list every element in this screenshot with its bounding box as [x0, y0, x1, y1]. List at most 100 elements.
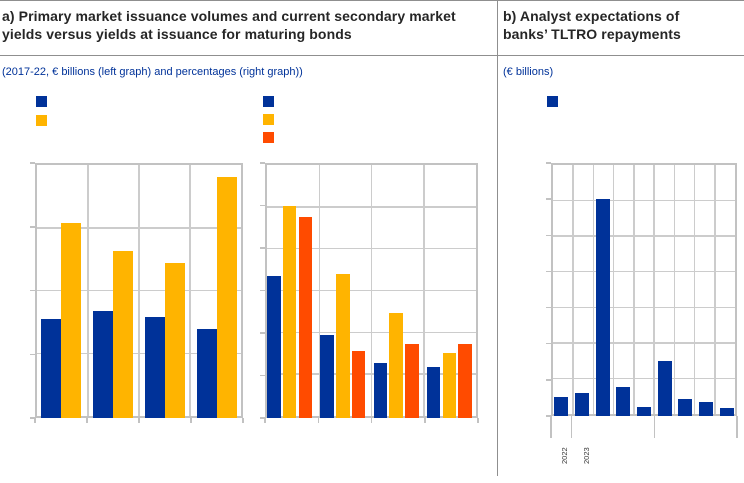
bar: [574, 393, 589, 416]
x-axis-tick: [424, 418, 426, 423]
x-axis-year-label: 2022: [560, 447, 569, 464]
x-axis-tick: [86, 418, 88, 423]
gridline-vertical: [653, 165, 655, 414]
legend-item: [263, 132, 279, 143]
gridline-vertical: [633, 165, 635, 414]
gridline-vertical: [318, 165, 320, 416]
legend-swatch: [36, 96, 47, 107]
bar: [267, 276, 281, 418]
gridline-vertical: [189, 165, 191, 416]
y-axis-tick: [260, 417, 265, 419]
legend-item: [36, 115, 52, 126]
gridline-vertical: [693, 165, 696, 414]
y-axis-tick: [260, 289, 265, 292]
y-axis-tick: [546, 198, 551, 200]
bar: [351, 350, 366, 418]
bar: [698, 401, 713, 416]
legend-panel-b-chart: [547, 96, 563, 107]
panel-divider: [497, 0, 498, 476]
x-axis-tick: [317, 418, 319, 423]
bar: [41, 319, 61, 418]
gridline-vertical: [714, 165, 716, 414]
plot-area: [551, 163, 737, 416]
y-axis-tick: [30, 162, 35, 164]
y-axis-tick: [30, 289, 35, 292]
bar: [197, 328, 217, 418]
legend-swatch: [263, 96, 274, 107]
gridline-horizontal: [553, 342, 735, 344]
bar: [442, 352, 456, 418]
gridline-horizontal: [553, 306, 735, 309]
y-axis-tick: [546, 342, 551, 345]
gridline-horizontal: [553, 235, 735, 237]
bar: [616, 387, 631, 416]
bar: [61, 222, 81, 418]
chart-bond-yields: [260, 162, 479, 423]
plot-area: [265, 163, 478, 418]
panel-a-subtitle: (2017-22, € billions (left graph) and pe…: [2, 66, 303, 78]
gridline-vertical: [572, 165, 574, 414]
legend-swatch: [263, 132, 274, 143]
y-axis-tick: [546, 162, 551, 164]
bar: [320, 335, 334, 418]
title-separator-rule: [0, 55, 744, 56]
x-axis-tick: [138, 418, 140, 423]
gridline-vertical: [87, 165, 89, 416]
gridline-vertical: [370, 165, 373, 416]
gridline-horizontal: [553, 199, 735, 202]
bar: [298, 216, 312, 418]
x-axis-tick: [477, 418, 479, 423]
legend-item: [263, 96, 279, 107]
x-axis-tick: [264, 418, 266, 423]
y-axis-tick: [260, 204, 265, 207]
y-axis-tick: [260, 374, 265, 377]
gridline-vertical: [138, 165, 140, 416]
chart-primary-issuance-volumes: [30, 162, 244, 423]
chart-tltro-repayments: 2022 2023: [546, 162, 738, 464]
y-axis-tick: [546, 270, 551, 273]
legend-item: [547, 96, 563, 107]
legend-swatch: [36, 115, 47, 126]
bar: [595, 199, 610, 416]
panel-b-subtitle: (€ billions): [503, 66, 554, 78]
bar: [389, 313, 403, 418]
x-axis-tick: [34, 418, 36, 423]
y-axis-tick: [546, 306, 551, 309]
bar: [282, 205, 297, 418]
x-axis-tick: [570, 416, 573, 438]
x-axis-tick: [370, 418, 373, 423]
x-axis-tick: [736, 416, 738, 438]
bar: [165, 263, 185, 418]
legend-item: [263, 114, 279, 125]
x-axis-year-label: 2023: [581, 447, 591, 464]
y-axis-tick: [30, 417, 35, 419]
gridline-horizontal: [553, 270, 735, 273]
bar: [657, 361, 672, 416]
top-rule: [0, 0, 744, 1]
panel-b-title: b) Analyst expectations of banks’ TLTRO …: [503, 8, 681, 42]
x-axis-tick: [653, 416, 656, 438]
bar: [405, 344, 419, 418]
gridline-vertical: [612, 165, 615, 414]
y-axis-tick: [546, 379, 551, 381]
legend-panel-a-left-chart: [36, 96, 52, 126]
y-axis-tick: [260, 247, 265, 249]
y-axis-tick: [30, 226, 35, 228]
bar: [554, 396, 569, 416]
y-axis-tick: [260, 162, 265, 164]
x-axis-tick: [190, 418, 192, 423]
bar: [93, 310, 113, 418]
y-axis-tick: [546, 234, 551, 237]
x-axis-tick: [550, 416, 552, 438]
gridline-vertical: [673, 165, 676, 414]
bar: [217, 177, 237, 418]
bar: [145, 317, 165, 418]
gridline-vertical: [592, 165, 595, 414]
bar: [373, 363, 387, 418]
y-axis-tick: [260, 332, 265, 334]
bar: [336, 273, 350, 418]
bar: [719, 408, 734, 416]
bar: [636, 406, 651, 416]
bar: [113, 250, 133, 418]
